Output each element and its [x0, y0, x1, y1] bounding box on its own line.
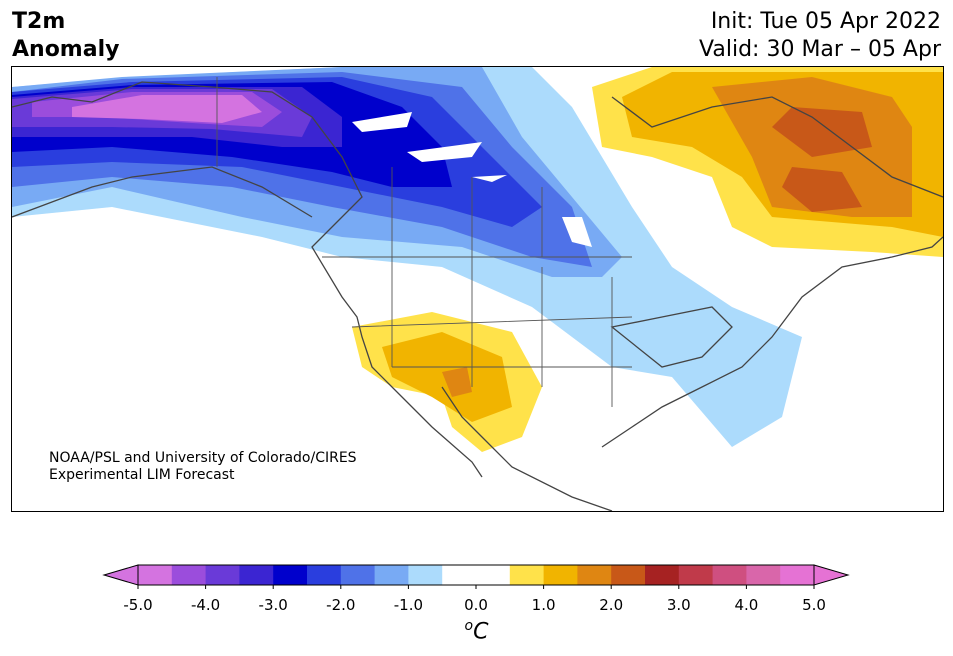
title-line-variable: T2m [12, 9, 66, 34]
forecast-dates: Init: Tue 05 Apr 2022 Valid: 30 Mar – 05… [699, 8, 941, 64]
credit-line-forecast: Experimental LIM Forecast [49, 467, 235, 483]
colorbar-bin [374, 565, 409, 585]
unit-degree-symbol: o [464, 618, 474, 634]
lakes [352, 112, 592, 247]
colorbar-bin [476, 565, 511, 585]
colorbar-bin [509, 565, 545, 585]
colorbar-bin [442, 565, 477, 585]
colorbar-bin [611, 565, 646, 585]
warm-anomaly-regions [352, 67, 943, 452]
colorbar-tick-label: -5.0 [123, 596, 152, 614]
colorbar-bins [138, 565, 815, 585]
colorbar-bin [645, 565, 680, 585]
colorbar-bin [340, 565, 376, 585]
colorbar-extend-low [102, 564, 139, 586]
colorbar-tick-label: 0.0 [464, 596, 488, 614]
colorbar-bin [678, 565, 714, 585]
colorbar-tick-label: -3.0 [259, 596, 288, 614]
valid-period: Valid: 30 Mar – 05 Apr [699, 37, 941, 62]
colorbar-unit: oC [0, 618, 953, 644]
data-credit: NOAA/PSL and University of Colorado/CIRE… [49, 450, 357, 484]
colorbar-bin [138, 565, 173, 585]
colorbar-bin [780, 565, 815, 585]
colorbar-bin [205, 565, 240, 585]
temperature-colorbar: -5.0 -4.0 -3.0 -2.0 -1.0 0.0 1.0 2.0 3.0 4.0 5.0 [102, 564, 850, 614]
colorbar-tick-label: -2.0 [326, 596, 355, 614]
colorbar-tick-label: 3.0 [667, 596, 691, 614]
unit-celsius: C [473, 619, 489, 645]
colorbar-bin [712, 565, 747, 585]
colorbar-tick-label: 2.0 [599, 596, 623, 614]
colorbar-bin [543, 565, 578, 585]
anomaly-map [11, 66, 944, 512]
colorbar-tick-label: -4.0 [191, 596, 220, 614]
coastlines [12, 81, 943, 511]
colorbar-ticks: -5.0 -4.0 -3.0 -2.0 -1.0 0.0 1.0 2.0 3.0 4.0 5.0 [123, 585, 826, 614]
colorbar-tick-label: -1.0 [394, 596, 423, 614]
init-date: Init: Tue 05 Apr 2022 [710, 9, 941, 34]
colorbar-bin [307, 565, 342, 585]
colorbar-bin [408, 565, 443, 585]
colorbar-bin [273, 565, 308, 585]
title-line-anomaly: Anomaly [12, 37, 120, 62]
colorbar-bin [171, 565, 207, 585]
map-canvas [12, 67, 943, 511]
colorbar-tick-label: 1.0 [532, 596, 556, 614]
credit-line-organization: NOAA/PSL and University of Colorado/CIRE… [49, 450, 357, 466]
cold-anomaly-regions [12, 67, 802, 447]
map-title: T2m Anomaly [12, 8, 119, 64]
colorbar-bin [746, 565, 781, 585]
colorbar-bin [577, 565, 612, 585]
colorbar-tick-label: 4.0 [734, 596, 758, 614]
colorbar-extend-high [813, 564, 850, 586]
state-province-borders [216, 77, 633, 407]
colorbar-tick-label: 5.0 [802, 596, 826, 614]
colorbar-bin [239, 565, 274, 585]
